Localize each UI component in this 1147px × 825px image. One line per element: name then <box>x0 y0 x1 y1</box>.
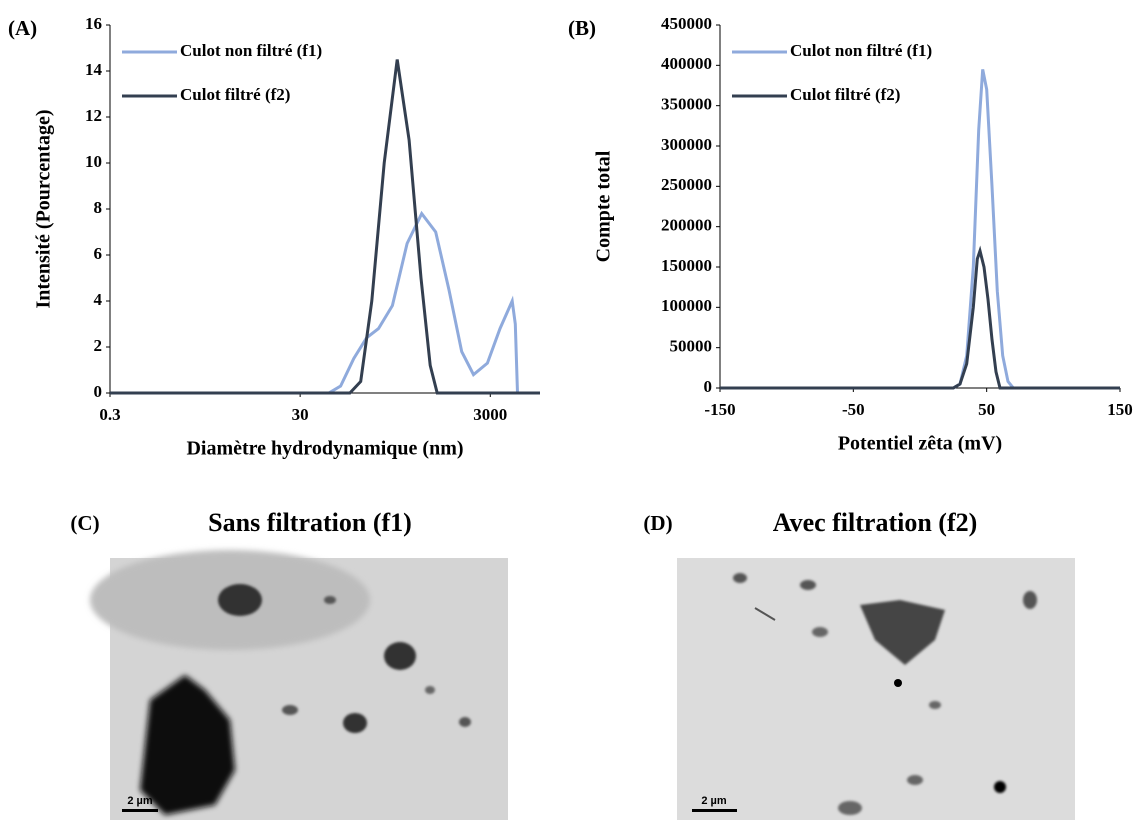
y-tick-label: 350000 <box>661 95 712 114</box>
legend-label: Culot non filtré (f1) <box>790 41 932 60</box>
y-tick-label: 150000 <box>661 256 712 275</box>
y-tick-label: 50000 <box>670 337 713 356</box>
data-line <box>110 210 540 395</box>
y-tick-label: 14 <box>85 60 103 79</box>
y-tick-label: 0 <box>94 382 103 401</box>
y-tick-label: 2 <box>94 336 103 355</box>
micrograph-d <box>677 558 1075 820</box>
data-line <box>720 245 1120 390</box>
x-tick-label: 0.3 <box>99 405 120 424</box>
x-axis-label: Potentiel zêta (mV) <box>838 433 1002 455</box>
x-tick-label: -50 <box>842 400 865 419</box>
y-tick-label: 200000 <box>661 216 712 235</box>
scale-bar-label: 2 µm <box>127 795 153 807</box>
panel-label: (C) <box>70 511 99 535</box>
x-tick-label: -150 <box>704 400 735 419</box>
micrograph-c <box>90 550 508 820</box>
y-tick-label: 300000 <box>661 135 712 154</box>
y-axis-label: Compte total <box>593 150 615 262</box>
panel-label: (B) <box>568 16 596 40</box>
panel-title: Avec filtration (f2) <box>773 508 978 537</box>
x-tick-label: 30 <box>292 405 309 424</box>
legend-label: Culot non filtré (f1) <box>180 41 322 60</box>
y-tick-label: 8 <box>94 198 103 217</box>
data-line <box>110 59 540 395</box>
y-tick-label: 0 <box>704 377 713 396</box>
y-tick-label: 4 <box>94 290 103 309</box>
panel-label: (A) <box>8 16 37 40</box>
y-tick-label: 400000 <box>661 54 712 73</box>
y-tick-label: 6 <box>94 244 103 263</box>
panel-label: (D) <box>643 511 672 535</box>
x-tick-label: 3000 <box>473 405 507 424</box>
legend-label: Culot filtré (f2) <box>790 85 900 104</box>
y-tick-label: 450000 <box>661 14 712 33</box>
y-tick-label: 12 <box>85 106 102 125</box>
y-axis-label: Intensité (Pourcentage) <box>33 109 55 308</box>
y-tick-label: 100000 <box>661 296 712 315</box>
y-tick-label: 16 <box>85 14 102 33</box>
data-line <box>720 69 1120 390</box>
x-tick-label: 50 <box>978 400 995 419</box>
scale-bar-label: 2 µm <box>701 795 727 807</box>
legend-label: Culot filtré (f2) <box>180 85 290 104</box>
y-tick-label: 250000 <box>661 175 712 194</box>
x-tick-label: 150 <box>1107 400 1133 419</box>
y-tick-label: 10 <box>85 152 102 171</box>
panel-title: Sans filtration (f1) <box>208 508 412 537</box>
x-axis-label: Diamètre hydrodynamique (nm) <box>186 438 463 460</box>
